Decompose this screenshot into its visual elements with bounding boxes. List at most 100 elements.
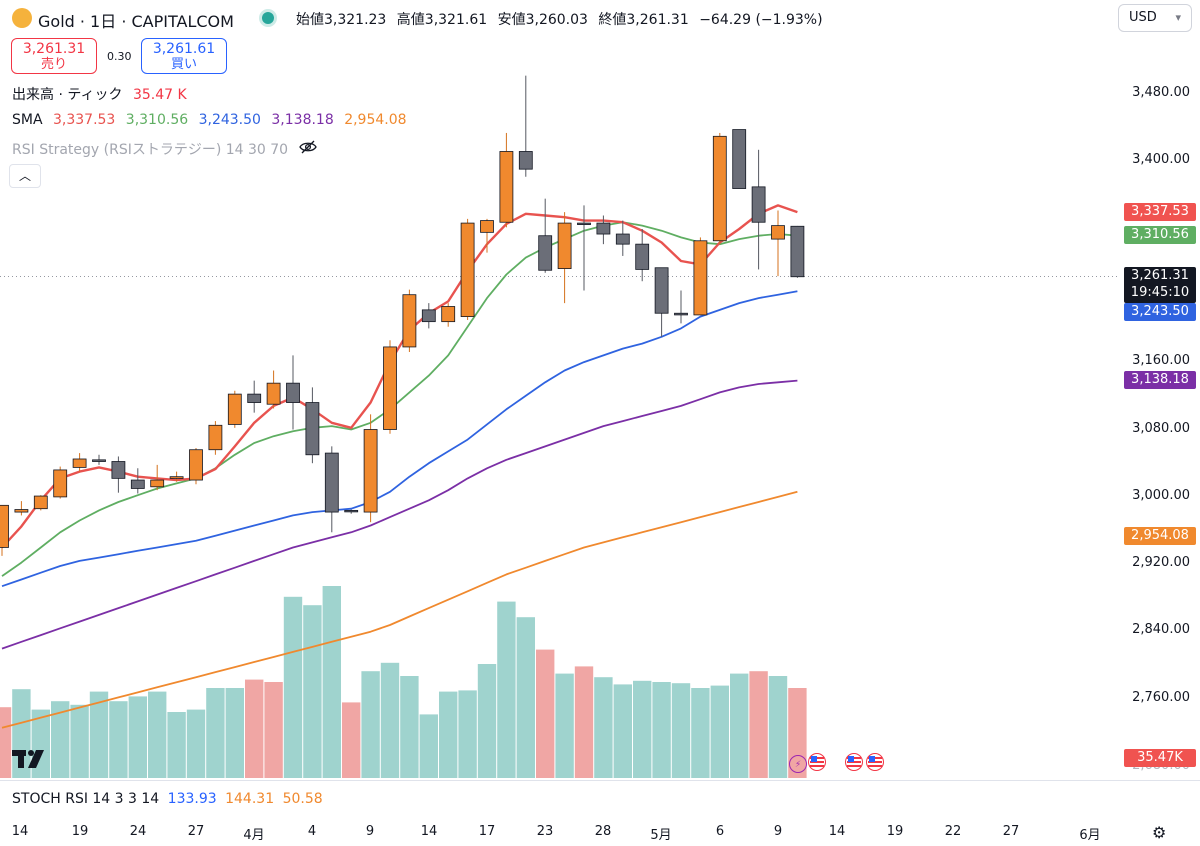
bar-countdown: 19:45:10 xyxy=(1130,285,1190,300)
time-axis[interactable]: 14 19 24 27 4月 4 9 14 17 23 28 5月 6 9 14… xyxy=(0,818,1200,846)
volume-legend-label: 出来高 · ティック xyxy=(12,87,123,103)
eye-hidden-icon[interactable] xyxy=(298,140,317,158)
volume-bar xyxy=(419,714,438,778)
candle-body xyxy=(712,135,727,242)
volume-bar xyxy=(245,679,264,778)
time-tick: 28 xyxy=(594,824,612,839)
stoch-value-1: 133.93 xyxy=(167,791,217,807)
volume-bar xyxy=(109,701,128,778)
candle xyxy=(654,267,669,337)
volume-bar xyxy=(671,683,691,778)
candle-body xyxy=(674,312,688,316)
candle-body xyxy=(150,479,165,488)
candle-body xyxy=(732,129,747,189)
volume-bar xyxy=(167,712,186,778)
symbol-title[interactable]: Gold · 1日 · CAPITALCOM xyxy=(38,12,234,31)
volume-bar xyxy=(400,676,419,778)
us-flag-icon[interactable] xyxy=(866,753,884,771)
volume-bar xyxy=(574,666,594,778)
us-flag-icon[interactable] xyxy=(808,753,826,771)
candle-body xyxy=(208,424,223,451)
sma-lines xyxy=(1,204,798,729)
candle xyxy=(14,501,29,516)
candle xyxy=(53,466,68,499)
candle-body xyxy=(480,220,494,233)
candle-body xyxy=(111,461,126,479)
volume-bar xyxy=(264,682,283,778)
candle xyxy=(72,453,87,472)
sma-legend[interactable]: SMA 3,337.53 3,310.56 3,243.50 3,138.18 … xyxy=(12,112,413,128)
sma2-price-label: 3,310.56 xyxy=(1124,226,1196,244)
candle xyxy=(712,132,727,245)
volume-legend-value: 35.47 K xyxy=(132,87,187,103)
candle-body xyxy=(693,240,708,316)
price-chart[interactable] xyxy=(0,0,1120,780)
candle-body xyxy=(441,306,456,323)
time-tick: 19 xyxy=(886,824,904,839)
sma5-line xyxy=(1,490,798,729)
candle-body xyxy=(615,233,630,245)
candle-body xyxy=(557,222,572,269)
time-tick: 6月 xyxy=(1079,828,1101,843)
sell-button[interactable]: 3,261.31 売り xyxy=(11,38,97,74)
time-tick: 24 xyxy=(129,824,147,839)
volume-bar xyxy=(0,707,12,778)
rsi-legend[interactable]: RSI Strategy (RSIストラテジー) 14 30 70 xyxy=(12,139,323,159)
chart-header: Gold · 1日 · CAPITALCOM 始値3,321.23 高値3,32… xyxy=(0,0,1192,36)
sma3-line xyxy=(1,290,798,588)
sma-value-5: 2,954.08 xyxy=(344,112,407,128)
sma3-price-label: 3,243.50 xyxy=(1124,303,1196,321)
candle-body xyxy=(383,346,397,430)
candle xyxy=(227,390,242,428)
open-label: 始値 xyxy=(296,12,324,28)
price-tick: 3,480.00 xyxy=(1132,85,1190,100)
candle xyxy=(596,215,611,245)
candle-body xyxy=(227,393,242,425)
time-tick: 22 xyxy=(944,824,962,839)
volume-bar xyxy=(51,701,70,778)
tradingview-logo[interactable] xyxy=(12,748,52,772)
settings-gear-icon[interactable]: ⚙ xyxy=(1152,823,1167,842)
price-tick: 2,920.00 xyxy=(1132,555,1190,570)
candle xyxy=(130,468,145,494)
volume-bar xyxy=(458,690,477,778)
buy-button[interactable]: 3,261.61 買い xyxy=(141,38,227,74)
pane-divider[interactable] xyxy=(0,780,1200,781)
collapse-legend-button[interactable]: ︿ xyxy=(9,164,41,188)
candle xyxy=(324,446,339,533)
candle xyxy=(247,380,262,413)
sma2-line xyxy=(1,221,798,577)
last-price-value: 3,261.31 xyxy=(1131,268,1189,283)
volume-legend[interactable]: 出来高 · ティック 35.47 K xyxy=(12,84,193,104)
volume-bar xyxy=(225,688,244,778)
chevron-down-icon: ▾ xyxy=(1175,11,1181,24)
candle-body xyxy=(53,469,68,498)
candle xyxy=(751,149,766,270)
dividend-event-icon[interactable]: ⚡ xyxy=(789,755,807,773)
chevron-up-icon: ︿ xyxy=(18,169,31,183)
time-tick: 19 xyxy=(71,824,89,839)
candle xyxy=(286,355,300,430)
volume-bar xyxy=(361,671,380,778)
currency-selector[interactable]: USD ▾ xyxy=(1118,4,1192,32)
stoch-rsi-legend[interactable]: STOCH RSI 14 3 3 14 133.93 144.31 50.58 xyxy=(12,791,323,807)
candle xyxy=(790,225,805,278)
price-tick: 3,080.00 xyxy=(1132,421,1190,436)
candle xyxy=(344,509,359,514)
sell-label: 売り xyxy=(40,57,67,72)
open-value: 3,321.23 xyxy=(324,12,387,28)
volume-bar xyxy=(89,691,109,778)
candle-body xyxy=(324,452,339,513)
market-status-icon[interactable] xyxy=(262,12,274,24)
currency-label: USD xyxy=(1129,10,1157,25)
volume-bar xyxy=(342,702,361,778)
buy-label: 買い xyxy=(170,57,197,72)
candle xyxy=(441,303,456,327)
time-tick: 9 xyxy=(365,824,375,839)
volume-bar xyxy=(128,696,147,778)
volume-bar xyxy=(206,688,225,778)
candle-body xyxy=(344,509,359,513)
us-flag-icon[interactable] xyxy=(845,753,863,771)
candle-body xyxy=(518,151,533,170)
time-tick: 6 xyxy=(715,824,725,839)
